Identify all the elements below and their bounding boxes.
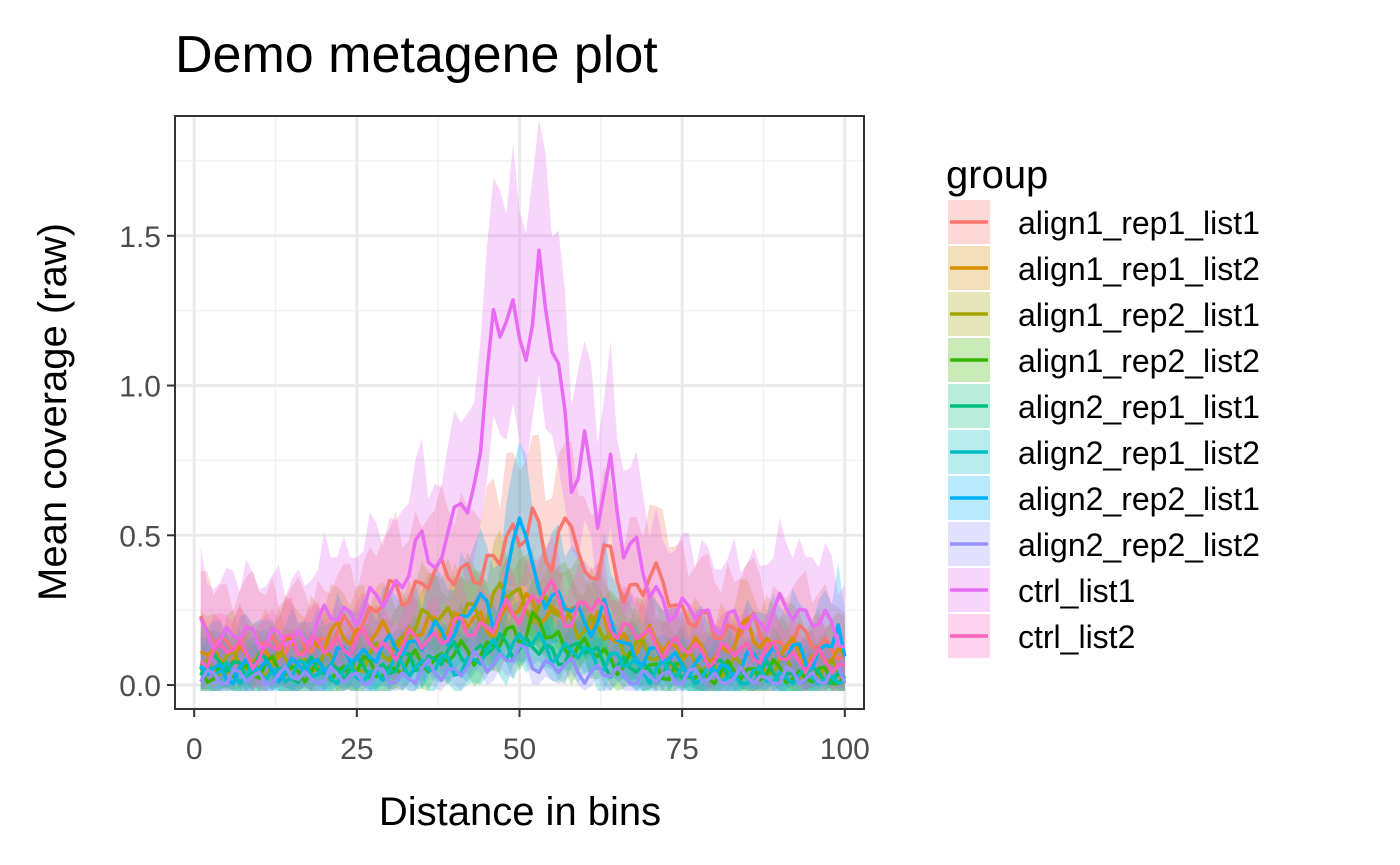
legend-item: align1_rep1_list2 <box>948 246 1260 290</box>
legend-label: align1_rep1_list2 <box>1018 251 1260 287</box>
legend-label: align2_rep2_list1 <box>1018 481 1260 517</box>
legend-item: align1_rep2_list1 <box>948 292 1260 336</box>
y-tick-label: 1.0 <box>119 371 161 404</box>
legend-item: align2_rep1_list2 <box>948 430 1260 474</box>
legend-item: ctrl_list1 <box>948 568 1135 612</box>
legend-item: align1_rep2_list2 <box>948 338 1260 382</box>
y-tick-label: 1.5 <box>119 221 161 254</box>
y-tick-label: 0.5 <box>119 520 161 553</box>
x-tick-label: 0 <box>186 733 203 766</box>
plot-panel <box>174 115 865 710</box>
x-tick-label: 50 <box>503 733 536 766</box>
line-ctrl_list2 <box>199 577 845 674</box>
legend-label: align2_rep1_list1 <box>1018 389 1260 425</box>
x-tick-label: 75 <box>665 733 698 766</box>
legend-label: align2_rep2_list2 <box>1018 527 1260 563</box>
legend-label: align1_rep1_list1 <box>1018 205 1260 241</box>
x-axis: 0 25 50 75 100 <box>186 709 870 766</box>
y-axis-title: Mean coverage (raw) <box>31 223 75 601</box>
legend-label: align1_rep2_list2 <box>1018 343 1260 379</box>
x-axis-title: Distance in bins <box>379 790 661 834</box>
legend-label: align1_rep2_list1 <box>1018 297 1260 333</box>
line-align2_rep2_list2 <box>199 643 847 686</box>
ribbon-ctrl_list1 <box>200 119 845 691</box>
legend-item: align2_rep1_list1 <box>948 384 1260 428</box>
legend-item: align2_rep2_list1 <box>948 476 1260 520</box>
legend-item: align1_rep1_list1 <box>948 200 1260 244</box>
x-tick-label: 100 <box>820 733 870 766</box>
legend: group align1_rep1_list1 align1_rep1_list2… <box>946 153 1260 658</box>
legend-title: group <box>946 153 1048 197</box>
ribbon-align2_rep2_list2 <box>200 619 845 691</box>
legend-label: ctrl_list1 <box>1018 573 1135 609</box>
line-layer <box>199 248 847 686</box>
legend-item: align2_rep2_list2 <box>948 522 1260 566</box>
y-axis: 0.0 0.5 1.0 1.5 <box>119 221 175 703</box>
legend-label: align2_rep1_list2 <box>1018 435 1260 471</box>
chart-title: Demo metagene plot <box>175 26 658 84</box>
y-tick-label: 0.0 <box>119 670 161 703</box>
legend-item: ctrl_list2 <box>948 614 1135 658</box>
legend-label: ctrl_list2 <box>1018 619 1135 655</box>
x-tick-label: 25 <box>340 733 373 766</box>
